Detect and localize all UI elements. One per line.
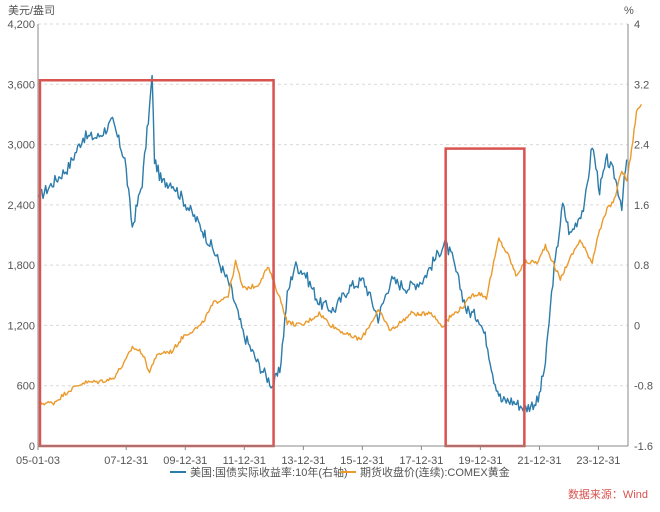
axis-layer: 0 600 1,200 1,800 2,400 3,000 3,600 4,200 -1.6 -0… (7, 19, 653, 467)
highlight-box (38, 79, 275, 448)
grid-layer (38, 23, 628, 387)
left-tick-label: 0 (29, 441, 35, 453)
left-tick-label: 3,000 (7, 140, 35, 152)
right-tick-label: 0.8 (634, 260, 649, 272)
x-tick-label: 21-12-31 (517, 455, 561, 467)
x-tick-label: 11-12-31 (223, 455, 266, 467)
x-tick-label: 17-12-31 (399, 455, 443, 467)
right-tick-label: 4 (634, 19, 640, 31)
series-line-real-yield (38, 74, 628, 413)
legend: 美国:国债实际收益率:10年(右轴) 期货收盘价(连续):COMEX黄金 (170, 465, 510, 479)
left-tick-label: 600 (17, 381, 35, 393)
left-tick-label: 4,200 (7, 19, 35, 31)
x-tick-label: 13-12-31 (281, 455, 325, 467)
x-tick-label: 05-01-03 (16, 455, 60, 467)
x-tick-label: 15-12-31 (340, 455, 384, 467)
left-tick-label: 1,800 (7, 260, 35, 272)
left-axis-unit-label: 美元/盎司 (8, 3, 55, 17)
highlight-box-layer (38, 79, 526, 448)
right-tick-label: 1.6 (634, 200, 649, 212)
x-tick-label: 09-12-31 (163, 455, 207, 467)
right-tick-label: 0 (634, 320, 640, 332)
left-tick-label: 2,400 (7, 200, 35, 212)
x-tick-label: 07-12-31 (104, 455, 148, 467)
right-tick-label: -1.6 (634, 441, 653, 453)
right-tick-label: 3.2 (634, 79, 649, 91)
series-line-gold (38, 104, 643, 406)
x-tick-label: 23-12-31 (576, 455, 620, 467)
source-note: 数据来源：Wind (568, 487, 648, 501)
legend-label-gold: 期货收盘价(连续):COMEX黄金 (360, 465, 510, 479)
right-tick-label: -0.8 (634, 381, 653, 393)
series-layer (38, 74, 643, 413)
left-tick-label: 3,600 (7, 79, 35, 91)
right-axis-unit-label: % (624, 5, 634, 17)
x-tick-label: 19-12-31 (458, 455, 502, 467)
left-tick-label: 1,200 (7, 320, 35, 332)
right-tick-label: 2.4 (634, 140, 649, 152)
legend-label-real-yield: 美国:国债实际收益率:10年(右轴) (190, 465, 348, 479)
